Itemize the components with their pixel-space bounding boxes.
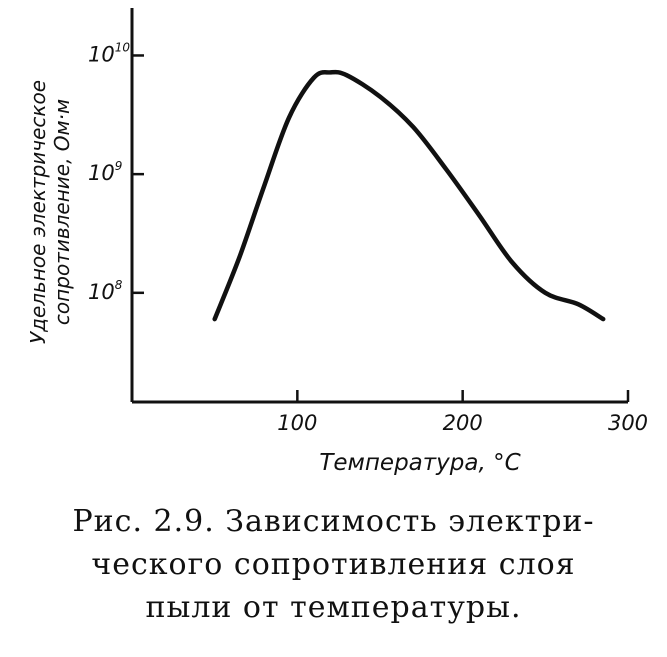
x-tick-label: 300 [608,411,648,435]
figure-caption: Рис. 2.9. Зависимость электри- ческого с… [0,500,667,629]
y-axis-title-line-2: сопротивление, Ом·м [50,99,74,325]
caption-line-1: Рис. 2.9. Зависимость электри- [72,504,595,539]
y-axis-title: Удельное электрическое сопротивление, Ом… [26,80,74,344]
x-tick-label: 100 [277,411,317,435]
caption-line-2: ческого сопротивления слоя [91,547,576,582]
y-tick-label: 1010 [88,40,130,66]
y-ticks: 108 109 1010 [88,40,144,304]
y-axis-title-line-1: Удельное электрическое [26,80,50,344]
x-axis-title: Температура, °С [319,450,520,476]
x-ticks: 100 200 300 [277,390,648,435]
y-tick-label: 109 [88,159,122,185]
chart: 108 109 1010 100 200 300 Температура, °С Уде… [26,8,648,476]
series-line [212,69,606,322]
y-tick-label: 108 [88,278,123,304]
x-tick-label: 200 [443,411,483,435]
caption-line-3: пыли от температуры. [145,590,522,625]
